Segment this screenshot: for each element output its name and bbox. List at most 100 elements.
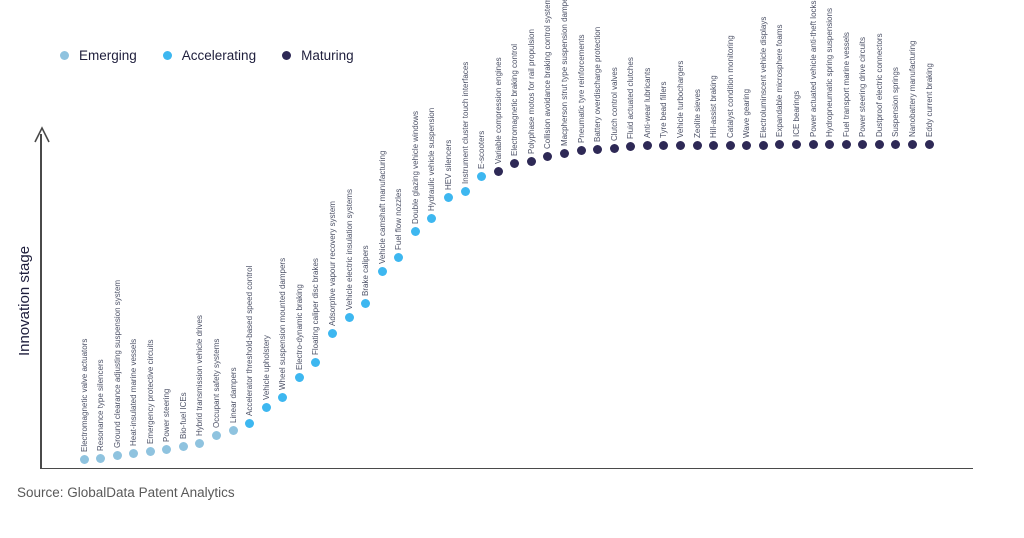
data-point <box>891 139 901 149</box>
data-point <box>924 139 934 149</box>
y-axis-line <box>40 134 42 469</box>
legend-item-emerging: Emerging <box>60 48 137 63</box>
data-point <box>758 140 768 150</box>
data-point <box>361 298 371 308</box>
data-point <box>178 441 188 451</box>
data-point-label: Collision avoidance braking control syst… <box>543 0 553 149</box>
data-point-label: Linear dampers <box>228 367 238 423</box>
data-point <box>228 425 238 435</box>
legend-label: Maturing <box>301 48 354 63</box>
source-line: Source: GlobalData Patent Analytics <box>17 485 235 500</box>
data-point <box>377 266 387 276</box>
data-point-label: Wheel suspension mounted dampers <box>278 257 288 390</box>
data-point-label: Variable compression engines <box>493 57 503 164</box>
y-axis-arrow-icon <box>34 126 50 143</box>
data-point <box>261 402 271 412</box>
data-point-label: Macpherson strut type suspension damper <box>560 0 570 146</box>
data-point-label: Tyre bead fillers <box>659 81 669 138</box>
data-point <box>477 171 487 181</box>
data-point <box>96 453 106 463</box>
data-point <box>510 158 520 168</box>
data-point-label: Expandable microsphere foams <box>775 24 785 137</box>
data-point-label: Heat-insulated marine vessels <box>129 338 139 446</box>
data-point-label: Electromagnetic braking control <box>510 43 520 156</box>
data-point-label: Eddy current braking <box>924 63 934 137</box>
data-point-label: Bio-fuel ICEs <box>178 392 188 439</box>
data-point <box>410 226 420 236</box>
data-point-label: E-scooters <box>477 130 487 169</box>
data-point-label: Clutch control valves <box>609 67 619 141</box>
data-point-label: Polyphase motos for rail propulsion <box>526 29 536 154</box>
data-point-label: Power actuated vehicle anti-theft locks <box>808 0 818 137</box>
data-point-label: Power steering <box>162 388 172 442</box>
data-point <box>841 139 851 149</box>
data-point <box>394 252 404 262</box>
data-point-label: Fuel flow nozzles <box>394 188 404 250</box>
data-point-label: Hydropneumatic spring suspensions <box>825 8 835 137</box>
data-point <box>659 140 669 150</box>
data-point <box>129 448 139 458</box>
data-point-label: Zeolite sieves <box>692 89 702 138</box>
emerging-dot-icon <box>60 51 69 60</box>
data-point-label: Vehicle electric insulation systems <box>344 189 354 310</box>
data-point-label: Nanobattery manufacturing <box>908 40 917 138</box>
data-point <box>692 140 702 150</box>
data-point <box>112 450 122 460</box>
data-point-label: Vehicle upholstery <box>261 335 271 400</box>
data-point <box>79 454 89 464</box>
chart-legend: Emerging Accelerating Maturing <box>60 48 354 63</box>
data-point-label: Electroluminscent vehicle displays <box>758 16 768 138</box>
data-point <box>560 148 570 158</box>
data-point-label: Dustproof electric connectors <box>874 33 884 137</box>
data-point <box>742 140 752 150</box>
legend-item-maturing: Maturing <box>282 48 354 63</box>
data-point <box>642 140 652 150</box>
data-point <box>195 438 205 448</box>
data-point <box>593 144 603 154</box>
data-point <box>808 139 818 149</box>
data-point-label: Catalyst condition monitoring <box>725 35 735 138</box>
data-point <box>328 328 338 338</box>
data-point-label: Ground clearance adjusting suspension sy… <box>112 279 122 448</box>
data-point-label: Brake calipers <box>361 245 371 296</box>
maturing-dot-icon <box>282 51 292 60</box>
accelerating-dot-icon <box>162 51 172 60</box>
data-point <box>444 192 454 202</box>
data-point <box>576 145 586 155</box>
data-point <box>858 139 868 149</box>
data-point-label: Vehicle camshaft manufacturing <box>377 150 387 264</box>
data-point <box>543 151 553 161</box>
data-point-label: ICE bearings <box>792 90 801 137</box>
data-point-label: Resonance type silencers <box>96 359 106 451</box>
data-point-label: Fluid actuated clutches <box>626 57 636 139</box>
data-point <box>493 166 503 176</box>
data-point <box>775 139 785 149</box>
data-point <box>212 430 222 440</box>
data-point-label: Occupant safety systems <box>212 338 222 428</box>
data-point-label: Electromagnetic valve actuators <box>79 338 89 452</box>
data-point-label: HEV silencers <box>444 139 454 190</box>
data-point <box>792 139 801 149</box>
data-point-label: Floating caliper disc brakes <box>311 258 321 355</box>
data-point <box>245 418 255 428</box>
legend-item-accelerating: Accelerating <box>162 48 257 63</box>
legend-label: Emerging <box>79 48 137 63</box>
data-point-label: Accelerator threshold-based speed contro… <box>245 265 255 416</box>
data-point-label: Hybrid transmission vehicle drives <box>195 315 205 436</box>
data-point <box>460 186 470 196</box>
data-point-label: Battery overdischarge protection <box>593 26 603 142</box>
data-point <box>526 156 536 166</box>
data-point <box>825 139 835 149</box>
data-point <box>676 140 686 150</box>
legend-label: Accelerating <box>181 48 257 63</box>
data-point <box>145 446 155 456</box>
data-point <box>908 139 917 149</box>
data-point <box>725 140 735 150</box>
data-point-label: Adsorptive vapour recovery system <box>328 201 338 326</box>
data-point-label: Hydraulic vehicle suspension <box>427 107 437 211</box>
data-point <box>609 143 619 153</box>
data-point-label: Power steering drive circuits <box>858 36 868 137</box>
data-point <box>294 372 304 382</box>
data-point-label: Pneumatic tyre reinforcements <box>576 34 586 144</box>
